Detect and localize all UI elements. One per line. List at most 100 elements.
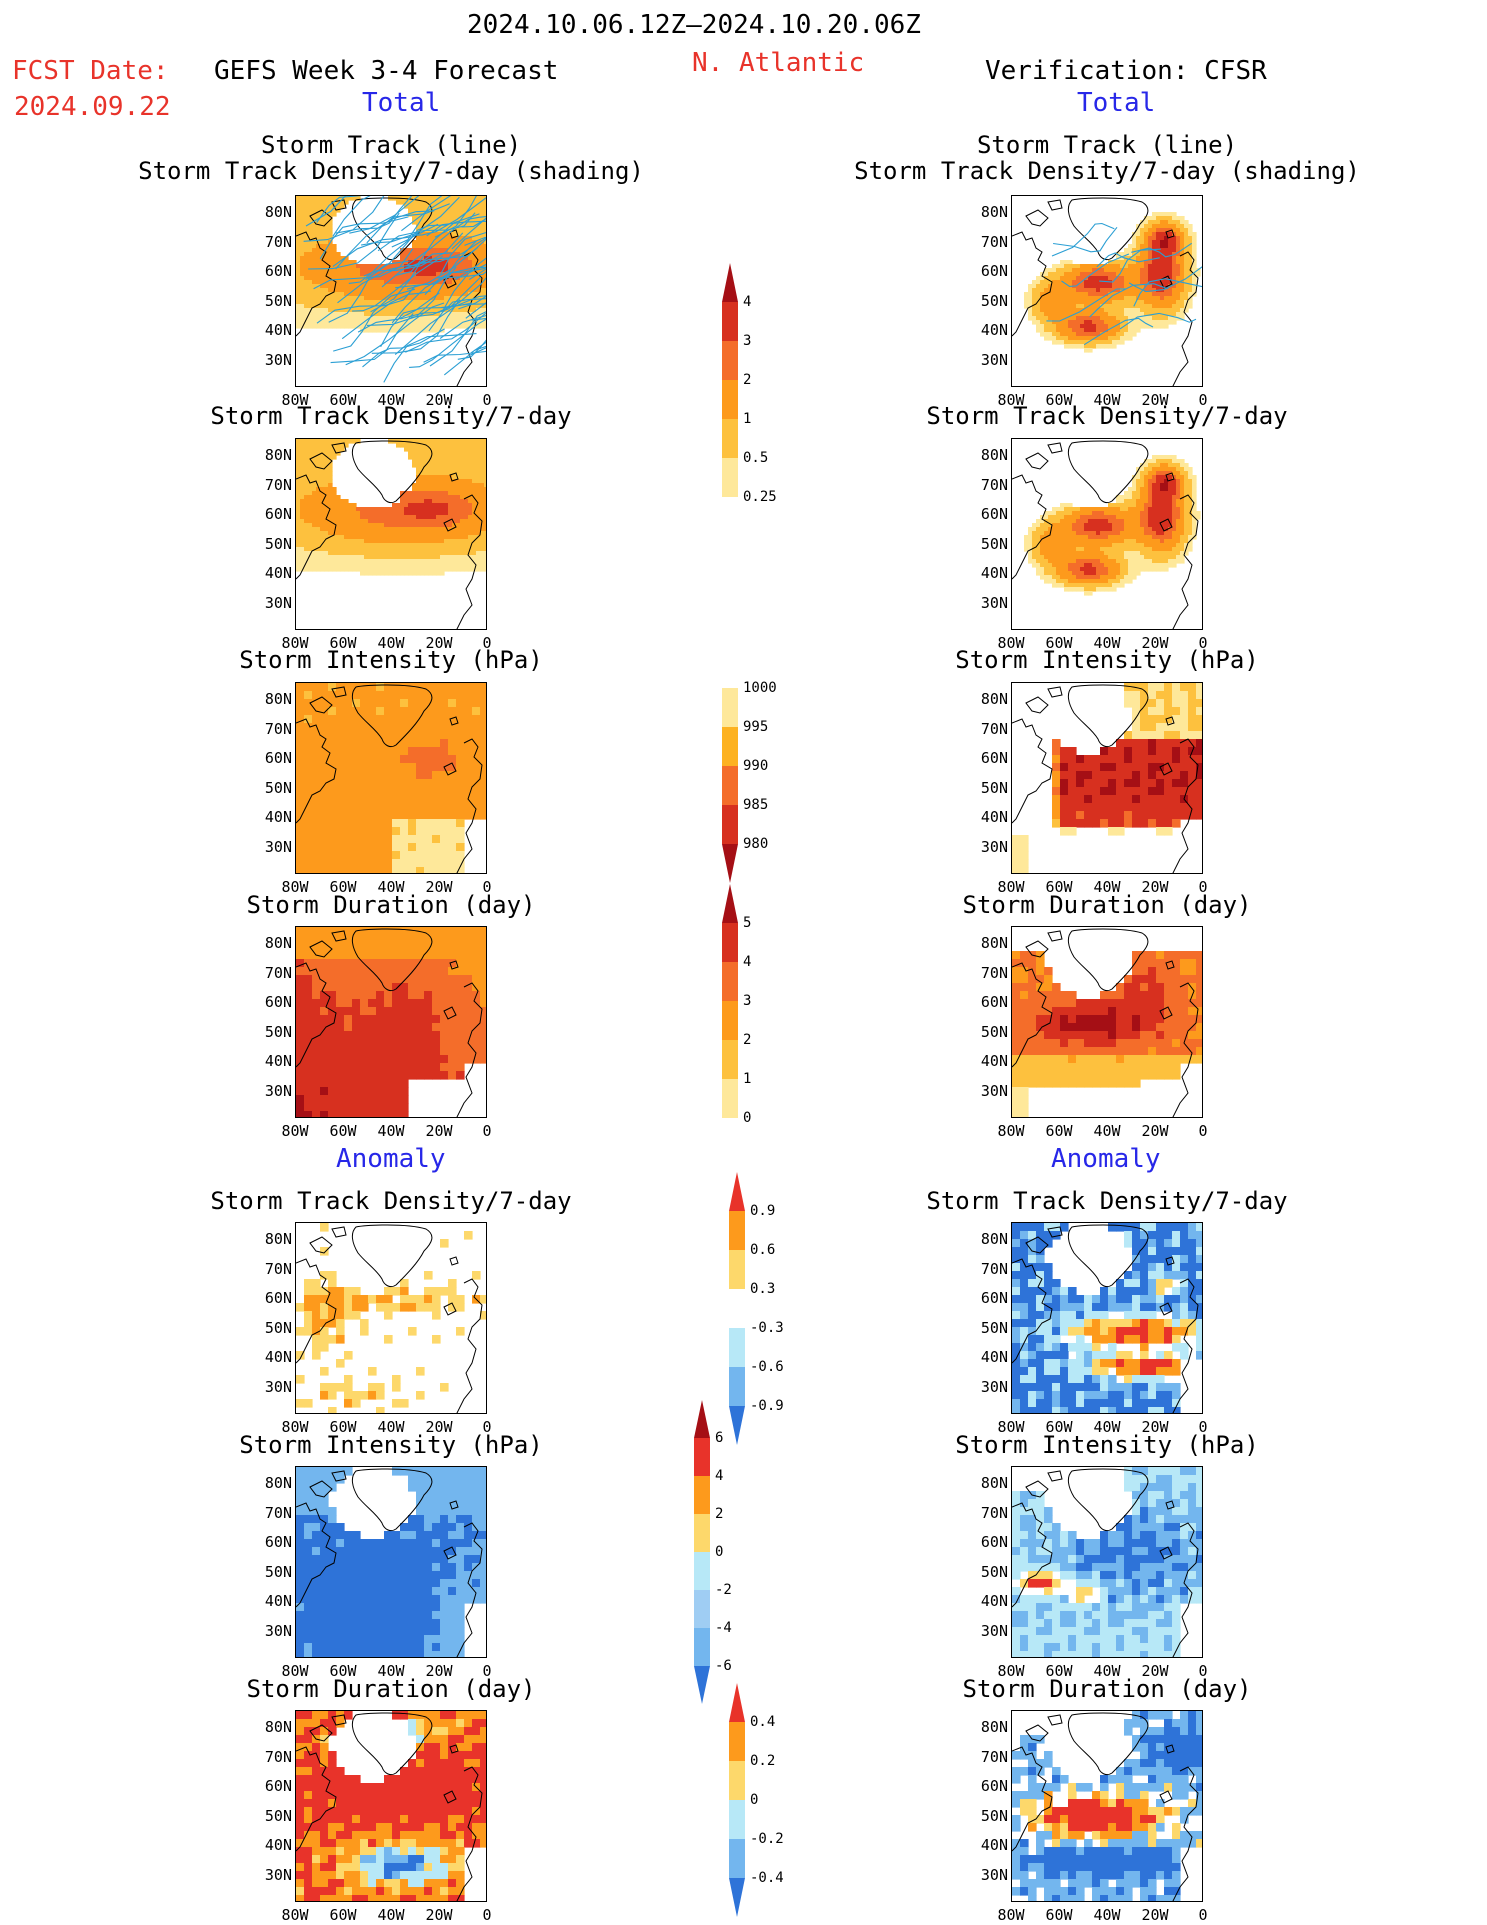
colorbar-label: -0.6 — [750, 1359, 784, 1375]
lat-tick-label: 70N — [264, 1747, 292, 1766]
lon-tick-label: 40W — [1093, 1662, 1121, 1680]
lat-tick-label: 40N — [264, 1052, 292, 1070]
lon-tick-label: 20W — [425, 1662, 453, 1680]
storm-track-line — [435, 271, 486, 279]
colorbar-label: 980 — [743, 836, 769, 852]
lon-tick-label: 60W — [329, 878, 357, 896]
lat-tick-label: 60N — [264, 1533, 292, 1551]
storm-track-line — [424, 266, 486, 295]
storm-track-line — [371, 299, 461, 354]
lat-tick-label: 30N — [980, 1081, 1008, 1100]
storm-track-line — [429, 311, 486, 367]
colorbar-segment — [722, 1040, 738, 1079]
colorbar-segment — [722, 923, 738, 962]
colorbar-segment — [729, 1211, 745, 1250]
lon-tick-label: 20W — [1141, 878, 1169, 896]
lat-tick-label: 30N — [980, 593, 1008, 612]
colorbar-segment — [694, 1666, 710, 1704]
lon-tick-label: 80W — [281, 878, 309, 896]
lat-tick-label: 40N — [264, 808, 292, 826]
colorbar-label: 5 — [743, 915, 752, 931]
colorbar-segment — [729, 1800, 745, 1839]
map-gefs-intensity-anom-field — [296, 1467, 486, 1657]
storm-track-line — [426, 220, 486, 237]
lat-tick-label: 80N — [264, 1474, 292, 1492]
storm-track-line — [395, 213, 480, 276]
right-anomaly-label: Anomaly — [1051, 1144, 1161, 1174]
colorbar-segment — [729, 1683, 745, 1722]
lon-tick-label: 0 — [482, 1418, 492, 1436]
lat-tick-label: 50N — [264, 1022, 292, 1041]
lon-tick-label: 40W — [377, 1906, 405, 1924]
lat-tick-label: 80N — [264, 203, 292, 221]
storm-track-line — [1128, 266, 1202, 293]
colorbar-density-anom — [729, 1172, 745, 1445]
title-density-left: Storm Track Density/7-day — [210, 402, 572, 430]
colorbar-segment — [722, 263, 738, 302]
storm-track-line — [1061, 253, 1130, 287]
colorbar-label: 1 — [743, 1071, 752, 1087]
colorbar-segment — [722, 805, 738, 844]
map-gefs-density-anom — [295, 1222, 487, 1414]
colorbar-label: 6 — [715, 1430, 724, 1446]
map-gefs-track-field — [296, 196, 486, 386]
lon-tick-label: 60W — [329, 1906, 357, 1924]
lon-tick-label: 60W — [1045, 1122, 1073, 1140]
lat-tick-label: 40N — [980, 321, 1008, 339]
lat-tick-label: 60N — [980, 1777, 1008, 1795]
lon-tick-label: 40W — [1093, 1122, 1121, 1140]
map-cfsr-intensity-anom-field — [1012, 1467, 1202, 1657]
colorbar-segment — [729, 1328, 745, 1367]
lat-tick-label: 60N — [980, 993, 1008, 1011]
lat-tick-label: 80N — [980, 1230, 1008, 1248]
storm-track-line — [474, 346, 486, 351]
lon-tick-label: 40W — [377, 1418, 405, 1436]
title-intensity-anom-left: Storm Intensity (hPa) — [239, 1431, 543, 1459]
colorbar-segment — [722, 727, 738, 766]
storm-track-line — [308, 212, 400, 270]
lat-tick-label: 60N — [264, 749, 292, 767]
map-cfsr-density-field — [1012, 440, 1201, 629]
lon-tick-label: 60W — [1045, 391, 1073, 409]
colorbar-label: 2 — [743, 372, 752, 388]
title-density-anom-right: Storm Track Density/7-day — [926, 1187, 1288, 1215]
lon-tick-label: 40W — [1093, 391, 1121, 409]
title-track-line-left: Storm Track (line) — [260, 131, 522, 159]
storm-track-line — [409, 318, 486, 368]
lon-tick-label: 80W — [997, 391, 1025, 409]
map-cfsr-duration-anom-field — [1012, 1711, 1202, 1901]
lat-tick-label: 30N — [980, 1621, 1008, 1640]
lat-tick-label: 80N — [264, 690, 292, 708]
lat-tick-label: 70N — [264, 475, 292, 494]
colorbar-segment — [729, 1172, 745, 1211]
lon-tick-label: 0 — [482, 634, 492, 652]
map-gefs-density-anom-field — [296, 1223, 486, 1413]
map-gefs-duration-field — [296, 927, 486, 1117]
storm-track-line — [316, 284, 417, 324]
storm-track-line — [391, 196, 443, 248]
lon-tick-label: 0 — [482, 391, 492, 409]
colorbar-label: 0.2 — [750, 1753, 776, 1769]
title-intensity-right: Storm Intensity (hPa) — [955, 646, 1259, 674]
lon-tick-label: 20W — [425, 878, 453, 896]
storm-track-line — [357, 292, 440, 333]
storm-track-line — [328, 260, 410, 323]
colorbar-segment — [722, 458, 738, 497]
map-gefs-duration-anom-field — [296, 1711, 486, 1901]
storm-track-line — [316, 196, 363, 223]
lat-tick-label: 80N — [264, 1718, 292, 1736]
lon-tick-label: 40W — [377, 878, 405, 896]
lat-tick-label: 80N — [980, 690, 1008, 708]
lat-tick-label: 40N — [264, 564, 292, 582]
lat-tick-label: 80N — [264, 934, 292, 952]
lat-tick-label: 60N — [264, 1777, 292, 1795]
title-intensity-left: Storm Intensity (hPa) — [239, 646, 543, 674]
lat-tick-label: 80N — [264, 446, 292, 464]
map-cfsr-density-anom-field — [1012, 1223, 1202, 1413]
map-cfsr-duration-field — [1012, 928, 1202, 1117]
left-total-label: Total — [362, 88, 441, 118]
lon-tick-label: 80W — [997, 1122, 1025, 1140]
lon-tick-label: 40W — [1093, 878, 1121, 896]
lon-tick-label: 20W — [1141, 1122, 1169, 1140]
colorbar-segment — [722, 419, 738, 458]
